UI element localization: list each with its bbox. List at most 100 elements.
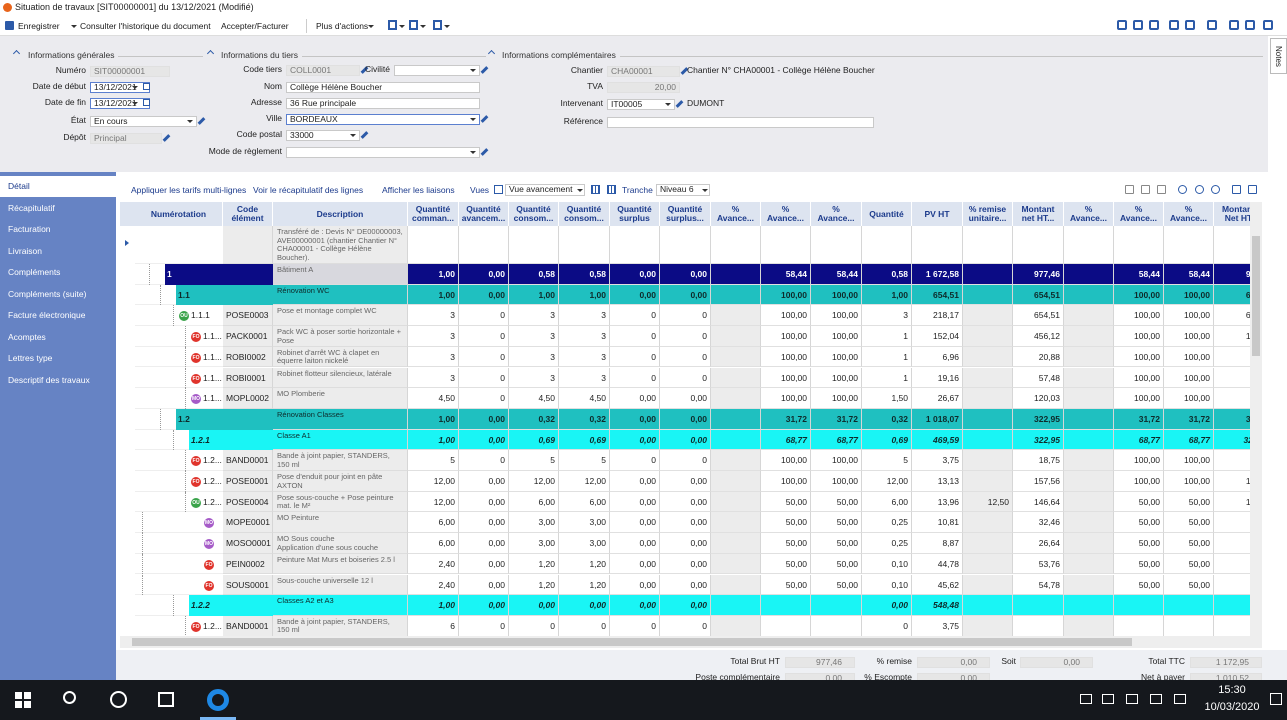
cell[interactable]: 0,00 <box>660 388 711 409</box>
cell[interactable] <box>1214 595 1250 616</box>
calendar-icon[interactable] <box>143 99 150 106</box>
cell[interactable]: 0,00 <box>559 595 610 616</box>
cell[interactable]: 161 <box>1214 326 1250 347</box>
cell[interactable]: 57,48 <box>1013 367 1064 389</box>
cell[interactable]: 5 <box>1214 574 1250 596</box>
cell[interactable] <box>1013 615 1064 636</box>
cell[interactable]: 0,00 <box>660 574 711 596</box>
column-header[interactable]: PV HT <box>912 202 963 226</box>
cell[interactable]: 977,46 <box>1013 264 1064 285</box>
view-select[interactable]: Vue avancement <box>505 184 585 196</box>
cell[interactable]: 0,00 <box>660 471 711 492</box>
cell[interactable]: 58,44 <box>1114 264 1164 285</box>
cell[interactable]: 100,00 <box>1164 450 1214 471</box>
toolbar-icon[interactable] <box>1117 20 1127 30</box>
cell[interactable]: 18,75 <box>1013 450 1064 471</box>
cell[interactable]: 50,00 <box>811 574 862 596</box>
column-header[interactable]: Montant Net HT <box>1214 202 1250 226</box>
grid-tool-icon[interactable] <box>1248 185 1257 194</box>
cell[interactable]: 6,96 <box>912 346 963 368</box>
cell[interactable]: 1 672,58 <box>912 264 963 285</box>
cell[interactable]: 4,50 <box>559 388 610 409</box>
cell[interactable]: 3,75 <box>912 450 963 471</box>
cell[interactable]: 50,00 <box>1164 533 1214 554</box>
cell[interactable]: 322, <box>1214 429 1250 451</box>
toolbar-button[interactable]: Accepter/Facturer <box>221 21 289 31</box>
cell[interactable]: 100,00 <box>1114 388 1164 409</box>
cell[interactable]: 6 <box>408 615 459 636</box>
cell[interactable]: 100,00 <box>1114 305 1164 327</box>
cell[interactable]: 50,00 <box>1114 553 1164 575</box>
h-scroll-thumb[interactable] <box>132 638 1132 646</box>
cell[interactable]: 3 <box>559 346 610 368</box>
column-header[interactable]: % Avance... <box>1064 202 1114 226</box>
cell[interactable]: 50,00 <box>1164 553 1214 575</box>
cell[interactable]: 0,10 <box>862 574 912 596</box>
cell[interactable]: 0,00 <box>660 264 711 285</box>
cell[interactable]: 4,50 <box>509 388 559 409</box>
cell[interactable]: 146 <box>1214 491 1250 513</box>
nav-item[interactable]: Facture électronique <box>8 310 86 320</box>
cell[interactable]: 0,58 <box>559 264 610 285</box>
cell[interactable]: 0,00 <box>610 491 660 513</box>
cell[interactable]: 0,00 <box>660 595 711 616</box>
column-header[interactable]: % remise unitaire... <box>963 202 1013 226</box>
cell[interactable]: 0,32 <box>559 408 610 430</box>
cell[interactable]: 3 <box>559 326 610 347</box>
cell[interactable]: 322 <box>1214 408 1250 430</box>
cell[interactable]: 3 <box>509 326 559 347</box>
toolbar-icon[interactable] <box>1229 20 1239 30</box>
cell[interactable]: 0 <box>660 615 711 636</box>
nav-item[interactable]: Compléments (suite) <box>8 288 87 299</box>
cell[interactable]: 3 <box>408 346 459 368</box>
cell[interactable]: 0,00 <box>610 533 660 554</box>
tray-icon[interactable] <box>1150 694 1162 704</box>
field-input[interactable] <box>394 65 480 76</box>
cell[interactable]: 0,00 <box>660 408 711 430</box>
cortana-button[interactable] <box>110 691 127 708</box>
task-view-button[interactable] <box>158 692 174 707</box>
cell[interactable]: 0 <box>459 388 509 409</box>
column-header[interactable]: % Avance... <box>811 202 862 226</box>
field-input[interactable]: IT00005 <box>607 99 675 110</box>
cell[interactable]: 0,00 <box>610 574 660 596</box>
notes-tab[interactable]: Notes <box>1270 38 1287 74</box>
cell[interactable]: 50,00 <box>761 512 811 534</box>
cell[interactable]: 3 <box>509 367 559 389</box>
cell[interactable]: 100,00 <box>811 305 862 327</box>
cell[interactable]: 1 <box>1214 533 1250 554</box>
toolbar-button[interactable]: Plus d'actions <box>316 21 369 31</box>
cell[interactable]: 5 <box>408 450 459 471</box>
cell[interactable]: 6,00 <box>408 533 459 554</box>
cell[interactable]: 50,00 <box>1164 491 1214 513</box>
cell[interactable]: 100,00 <box>1164 367 1214 389</box>
cell[interactable]: 0 <box>459 367 509 389</box>
cell[interactable]: 100,00 <box>1114 284 1164 306</box>
cell[interactable]: 3 <box>509 346 559 368</box>
cell[interactable]: 100,00 <box>1114 326 1164 347</box>
cell[interactable]: 0,00 <box>509 595 559 616</box>
cell[interactable]: 0 <box>610 450 660 471</box>
cell[interactable] <box>761 615 811 636</box>
toolbar-icon[interactable] <box>1185 20 1195 30</box>
cell[interactable]: 469,59 <box>912 429 963 451</box>
cell[interactable]: 654,51 <box>912 284 963 306</box>
column-header[interactable]: Montant net HT... <box>1013 202 1064 226</box>
cell[interactable]: 3 <box>509 305 559 327</box>
grid-icon[interactable] <box>607 185 616 194</box>
grid-toolbar-item[interactable]: Vues <box>470 185 490 195</box>
cell[interactable]: 68,77 <box>1114 429 1164 451</box>
cell[interactable]: 32,46 <box>1013 512 1064 534</box>
cell[interactable]: 12,00 <box>559 471 610 492</box>
cell[interactable]: 0 <box>459 346 509 368</box>
tray-icon[interactable] <box>1080 694 1092 704</box>
cell[interactable]: 2,40 <box>408 574 459 596</box>
cell[interactable]: 0,00 <box>660 429 711 451</box>
cell[interactable]: 0 <box>459 326 509 347</box>
column-header[interactable]: Quantité avancem... <box>459 202 509 226</box>
cell[interactable]: 0 <box>610 615 660 636</box>
cell[interactable]: 0,00 <box>660 553 711 575</box>
cell[interactable]: 58,44 <box>1164 264 1214 285</box>
view-icon[interactable] <box>494 185 503 194</box>
cell[interactable]: 0,00 <box>610 284 660 306</box>
